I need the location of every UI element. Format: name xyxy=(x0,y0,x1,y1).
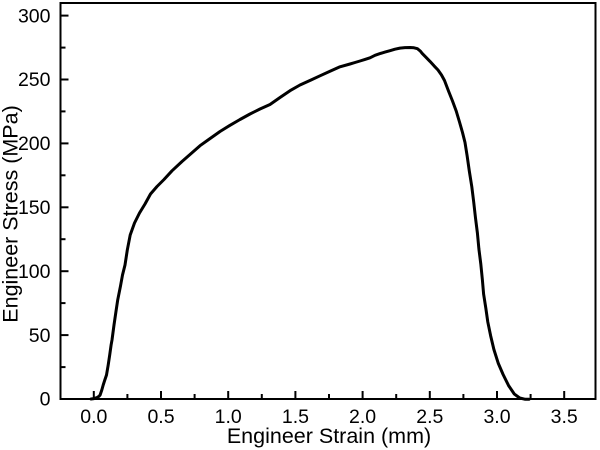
svg-text:250: 250 xyxy=(18,69,51,91)
svg-text:1.5: 1.5 xyxy=(282,406,309,428)
svg-text:200: 200 xyxy=(18,133,51,155)
svg-text:1.0: 1.0 xyxy=(215,406,242,428)
svg-text:Engineer Stress (MPa): Engineer Stress (MPa) xyxy=(0,105,23,322)
svg-text:150: 150 xyxy=(18,197,51,219)
svg-text:3.0: 3.0 xyxy=(483,406,510,428)
svg-text:0: 0 xyxy=(40,389,51,411)
svg-text:300: 300 xyxy=(18,5,51,27)
svg-text:0.0: 0.0 xyxy=(80,406,107,428)
svg-text:Engineer Strain (mm): Engineer Strain (mm) xyxy=(227,424,431,448)
svg-text:100: 100 xyxy=(18,261,51,283)
svg-text:2.0: 2.0 xyxy=(349,406,376,428)
svg-text:50: 50 xyxy=(29,325,51,347)
svg-text:3.5: 3.5 xyxy=(551,406,578,428)
svg-text:2.5: 2.5 xyxy=(416,406,443,428)
svg-text:0.5: 0.5 xyxy=(147,406,174,428)
